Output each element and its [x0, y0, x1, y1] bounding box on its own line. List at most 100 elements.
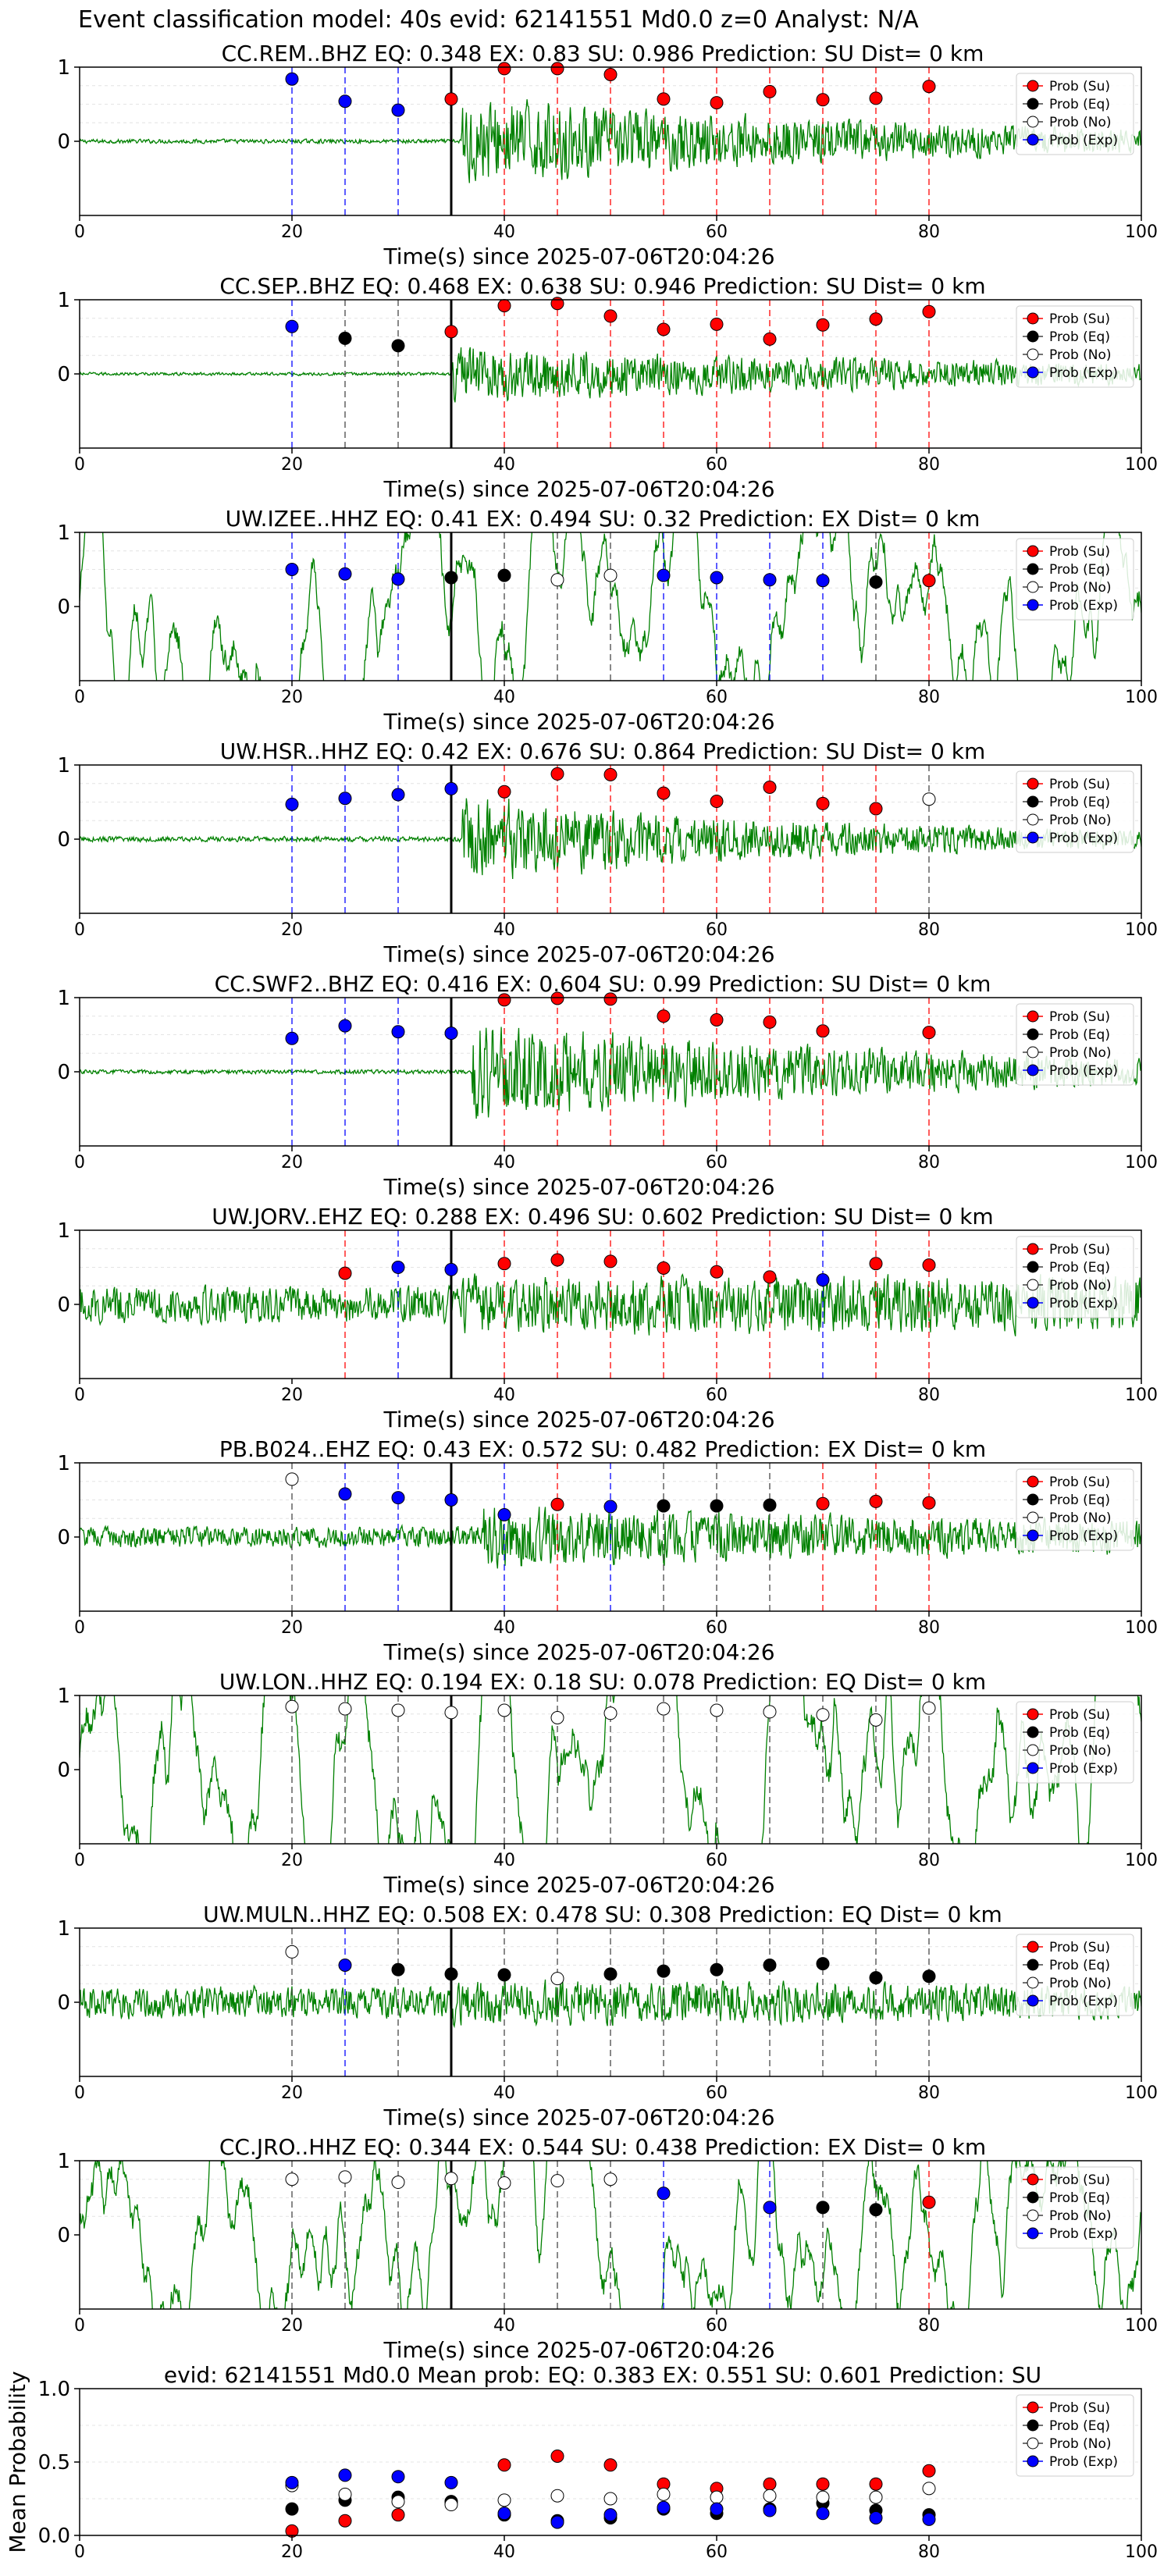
prob-point-eq: [710, 1499, 724, 1513]
legend-marker: [1027, 1529, 1039, 1542]
xtick-label: 40: [493, 1153, 515, 1172]
legend-label: Prob (Su): [1049, 544, 1110, 560]
xtick-label: 80: [918, 1153, 940, 1172]
prob-point-eq: [603, 1967, 618, 1981]
legend-marker: [1027, 116, 1039, 128]
panel-title: UW.HSR..HHZ EQ: 0.42 EX: 0.676 SU: 0.864…: [220, 738, 985, 764]
mean-point-exp: [657, 2500, 671, 2514]
prob-point-no: [338, 2170, 352, 2184]
x-axis-label: Time(s) since 2025-07-06T20:04:26: [383, 244, 774, 269]
xtick-label: 60: [706, 1153, 728, 1172]
prob-point-su: [869, 802, 883, 816]
legend-label: Prob (No): [1049, 813, 1112, 828]
legend-marker: [1027, 1010, 1039, 1023]
prob-point-exp: [444, 1262, 458, 1276]
prob-point-eq: [869, 1971, 883, 1985]
legend-box: [1016, 1468, 1134, 1551]
x-axis-label: Time(s) since 2025-07-06T20:04:26: [383, 1407, 774, 1432]
legend-marker: [1027, 2455, 1039, 2467]
legend-box: [1016, 2166, 1134, 2249]
legend-label: Prob (Su): [1049, 79, 1110, 94]
legend-marker: [1027, 348, 1039, 361]
ytick-label: 1: [57, 56, 70, 80]
prob-point-su: [657, 1261, 671, 1275]
legend-marker: [1027, 1762, 1039, 1774]
xtick-label: 60: [706, 222, 728, 242]
ytick-label: 0: [57, 596, 70, 619]
prob-point-exp: [285, 319, 299, 333]
xtick-label: 80: [918, 1386, 940, 1405]
legend-label: Prob (Su): [1049, 2172, 1110, 2188]
xtick-label: 40: [493, 1386, 515, 1405]
prob-point-exp: [338, 1959, 352, 1972]
prob-point-no: [444, 2172, 458, 2186]
xtick-label: 40: [493, 455, 515, 475]
prob-point-exp: [338, 1487, 352, 1501]
prob-point-su: [763, 781, 777, 794]
legend-marker: [1027, 366, 1039, 379]
legend-box: [1016, 1934, 1134, 2016]
prob-point-exp: [763, 573, 777, 587]
legend: Prob (Su) Prob (Eq) Prob (No) Prob (Exp): [1016, 305, 1134, 388]
prob-point-exp: [657, 2186, 671, 2201]
legend-marker: [1027, 1046, 1039, 1059]
panel-title: CC.SEP..BHZ EQ: 0.468 EX: 0.638 SU: 0.94…: [219, 273, 985, 299]
legend-marker: [1027, 545, 1039, 557]
ytick-label: 0.0: [38, 2524, 70, 2548]
xtick-label: 0: [74, 1618, 85, 1638]
legend-marker: [1027, 1941, 1039, 1953]
prob-point-su: [922, 80, 936, 94]
mean-point-su: [869, 2477, 883, 2491]
xtick-label: 20: [281, 2316, 303, 2336]
legend-marker: [1027, 1976, 1039, 1989]
xtick-label: 0: [74, 1386, 85, 1405]
prob-point-su: [550, 991, 564, 1005]
mean-point-no: [922, 2482, 936, 2496]
xtick-label: 100: [1125, 2542, 1158, 2562]
x-axis-label: Time(s) since 2025-07-06T20:04:26: [383, 709, 774, 735]
legend-marker: [1027, 599, 1039, 611]
xtick-label: 0: [74, 455, 85, 475]
legend-marker: [1027, 1297, 1039, 1309]
prob-point-su: [603, 767, 618, 781]
prob-point-no: [285, 2172, 299, 2186]
prob-point-no: [710, 1703, 724, 1717]
mean-point-su: [338, 2514, 352, 2528]
x-axis-label: Time(s) since 2025-07-06T20:04:26: [383, 1639, 774, 1665]
legend: Prob (Su) Prob (Eq) Prob (No) Prob (Exp): [1016, 1468, 1134, 1551]
xtick-label: 60: [706, 2542, 728, 2562]
legend-label: Prob (Eq): [1049, 329, 1110, 345]
prob-point-su: [869, 1257, 883, 1271]
legend-marker: [1027, 1959, 1039, 1971]
legend-label: Prob (Su): [1049, 1707, 1110, 1723]
prob-point-exp: [391, 572, 405, 586]
legend-box: [1016, 1003, 1134, 1086]
prob-point-su: [710, 317, 724, 331]
prob-point-no: [603, 2172, 618, 2186]
mean-point-su: [497, 2458, 511, 2472]
legend-label: Prob (No): [1049, 347, 1112, 363]
prob-point-su: [763, 84, 777, 98]
x-axis-label: Time(s) since 2025-07-06T20:04:26: [383, 2337, 774, 2363]
mean-point-no: [710, 2490, 724, 2504]
legend-label: Prob (Exp): [1049, 133, 1118, 148]
legend-marker: [1027, 133, 1039, 146]
prob-point-exp: [391, 103, 405, 117]
mean-point-no: [497, 2493, 511, 2507]
waveform-trace: [80, 1979, 1141, 2029]
mean-point-exp: [710, 2502, 724, 2516]
legend-marker: [1027, 1994, 1039, 2007]
xtick-label: 0: [74, 2083, 85, 2103]
prob-point-su: [657, 1009, 671, 1023]
xtick-label: 60: [706, 688, 728, 707]
mean-point-no: [657, 2487, 671, 2501]
prob-point-su: [444, 325, 458, 339]
mean-point-su: [763, 2477, 777, 2491]
mean-point-exp: [869, 2510, 883, 2524]
